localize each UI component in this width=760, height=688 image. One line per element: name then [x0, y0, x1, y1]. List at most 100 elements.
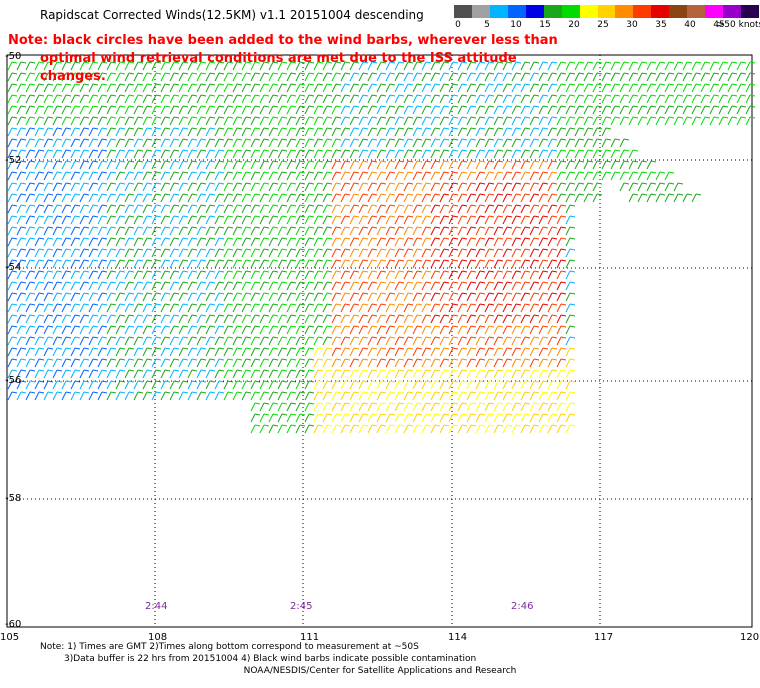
- wind-barb: [313, 116, 324, 126]
- wind-barb: [205, 72, 216, 82]
- wind-barb: [241, 325, 252, 335]
- wind-barb: [421, 138, 432, 148]
- wind-barb: [295, 116, 306, 126]
- wind-barb: [124, 369, 135, 379]
- wind-barb: [25, 325, 36, 335]
- wind-barb: [583, 94, 594, 104]
- wind-barb: [475, 83, 486, 93]
- wind-barb: [376, 171, 387, 181]
- wind-barb: [151, 292, 162, 302]
- wind-barb: [610, 116, 621, 126]
- wind-barb: [25, 226, 36, 236]
- wind-barb: [412, 380, 423, 390]
- wind-barb: [205, 83, 216, 93]
- wind-barb: [169, 270, 180, 280]
- wind-barb: [7, 380, 18, 390]
- wind-barb: [511, 171, 522, 181]
- wind-barb: [295, 138, 306, 148]
- wind-barb: [376, 193, 387, 203]
- wind-barb: [286, 72, 297, 82]
- wind-barb: [412, 94, 423, 104]
- wind-barb: [322, 61, 333, 71]
- wind-barb: [133, 204, 144, 214]
- wind-barb: [286, 94, 297, 104]
- wind-barb: [493, 270, 504, 280]
- wind-barb: [502, 292, 513, 302]
- wind-barb: [484, 116, 495, 126]
- wind-barb: [268, 347, 279, 357]
- wind-barb: [358, 325, 369, 335]
- wind-barb: [529, 94, 540, 104]
- wind-barb: [250, 94, 261, 104]
- wind-barb: [520, 193, 531, 203]
- wind-barb: [133, 72, 144, 82]
- wind-barb: [412, 325, 423, 335]
- wind-barb: [718, 83, 729, 93]
- wind-barb: [196, 270, 207, 280]
- wind-barb: [502, 83, 513, 93]
- wind-barb: [178, 259, 189, 269]
- wind-barb: [331, 61, 342, 71]
- wind-barb: [448, 160, 459, 170]
- wind-barb: [205, 380, 216, 390]
- wind-barb: [448, 149, 459, 159]
- wind-barb: [151, 127, 162, 137]
- wind-barb: [520, 281, 531, 291]
- wind-barb: [232, 303, 243, 313]
- wind-barb: [61, 336, 72, 346]
- wind-barb: [403, 292, 414, 302]
- wind-barb: [250, 160, 261, 170]
- wind-barb: [466, 281, 477, 291]
- wind-barb: [187, 138, 198, 148]
- wind-barb: [565, 94, 576, 104]
- wind-barb: [556, 160, 567, 170]
- wind-barb: [34, 72, 45, 82]
- wind-barb: [565, 336, 576, 346]
- wind-barb: [439, 259, 450, 269]
- wind-barb: [277, 94, 288, 104]
- wind-barb: [637, 116, 648, 126]
- wind-barb: [565, 182, 576, 192]
- wind-barb: [277, 336, 288, 346]
- wind-barb: [394, 138, 405, 148]
- wind-barb: [142, 325, 153, 335]
- wind-barb: [214, 215, 225, 225]
- wind-barb: [61, 358, 72, 368]
- wind-barb: [124, 83, 135, 93]
- wind-barb: [385, 193, 396, 203]
- wind-barb: [403, 61, 414, 71]
- wind-barb: [718, 72, 729, 82]
- wind-barb: [250, 83, 261, 93]
- wind-barb: [196, 61, 207, 71]
- wind-barb: [97, 61, 108, 71]
- wind-barb: [493, 237, 504, 247]
- wind-barb: [241, 193, 252, 203]
- wind-barb: [736, 72, 747, 82]
- wind-barb: [151, 83, 162, 93]
- wind-barb: [376, 336, 387, 346]
- wind-barb: [313, 215, 324, 225]
- wind-barb: [52, 61, 63, 71]
- wind-barb: [547, 303, 558, 313]
- wind-barb: [52, 193, 63, 203]
- wind-barb: [376, 160, 387, 170]
- wind-barb: [367, 303, 378, 313]
- wind-barb: [484, 127, 495, 137]
- wind-barb: [223, 226, 234, 236]
- wind-barb: [466, 138, 477, 148]
- wind-barb: [178, 314, 189, 324]
- wind-barb: [547, 270, 558, 280]
- wind-barb: [79, 292, 90, 302]
- wind-barb: [430, 149, 441, 159]
- wind-barb: [322, 204, 333, 214]
- colorbar-labels: 0 5 10 15 20 25 30 35 40 45 >50 knots: [454, 18, 760, 30]
- wind-barb: [124, 215, 135, 225]
- wind-barb: [529, 72, 540, 82]
- wind-barb: [241, 116, 252, 126]
- wind-barb: [574, 116, 585, 126]
- wind-barb: [52, 380, 63, 390]
- wind-barb: [286, 303, 297, 313]
- wind-barb: [430, 347, 441, 357]
- wind-barb: [259, 105, 270, 115]
- wind-barb: [457, 127, 468, 137]
